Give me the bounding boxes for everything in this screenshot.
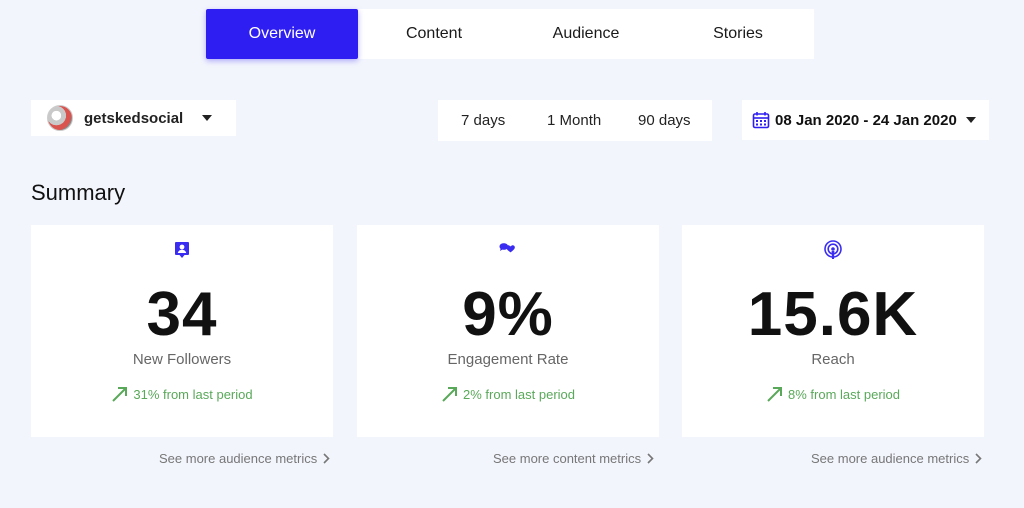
summary-heading: Summary [31,180,126,205]
tab-overview[interactable]: Overview [206,9,358,59]
tab-audience[interactable]: Audience [552,25,620,42]
reach-icon [824,240,842,259]
follower-icon [175,242,189,258]
metric-value: 34 [146,280,218,349]
tab-content[interactable]: Content [405,25,463,42]
metric-card-reach: 15.6K Reach 8% from last period [682,225,984,437]
metric-label: New Followers [132,351,232,368]
chevron-right-icon [975,453,982,464]
chevron-right-icon [323,453,330,464]
metric-value: 15.6K [747,280,919,349]
see-more-content-link[interactable]: See more content metrics [493,451,654,466]
trend-up-icon [767,387,782,402]
metric-card-new-followers: 34 New Followers 31% from last period [31,225,333,437]
see-more-audience-link[interactable]: See more audience metrics [159,451,330,466]
period-selector: 7 days 1 Month 90 days [438,100,712,141]
see-more-audience-link-reach[interactable]: See more audience metrics [811,451,982,466]
calendar-icon [752,112,770,129]
trend-up-icon [442,387,457,402]
metric-label: Engagement Rate [447,351,569,368]
chevron-down-icon [965,117,976,123]
metric-change: 2% from last period [357,385,659,403]
metric-label: Reach [811,351,855,368]
account-selector[interactable]: getskedsocial [31,100,236,136]
metric-value: 9% [462,280,554,349]
tab-bar: Overview Content Audience Stories [206,9,814,59]
period-7-days[interactable]: 7 days [461,112,506,129]
link-text: See more audience metrics [159,451,318,466]
date-range-picker[interactable]: 08 Jan 2020 - 24 Jan 2020 [742,100,989,140]
metric-change-text: 8% from last period [788,386,900,402]
chevron-down-icon [202,115,213,121]
metric-card-engagement-rate: 9% Engagement Rate 2% from last period [357,225,659,437]
date-range-text: 08 Jan 2020 - 24 Jan 2020 [775,111,957,129]
period-1-month[interactable]: 1 Month [547,112,602,129]
metric-change: 31% from last period [31,385,333,403]
engagement-icon [499,243,515,253]
link-text: See more audience metrics [811,451,970,466]
trend-up-icon [112,387,128,402]
metric-change: 8% from last period [682,385,984,403]
link-text: See more content metrics [493,451,642,466]
tab-stories[interactable]: Stories [713,25,763,42]
chevron-right-icon [647,453,654,464]
metric-change-text: 2% from last period [463,386,575,402]
avatar [47,105,73,131]
period-90-days[interactable]: 90 days [638,112,691,129]
metric-change-text: 31% from last period [133,386,253,402]
account-name: getskedsocial [84,109,184,127]
